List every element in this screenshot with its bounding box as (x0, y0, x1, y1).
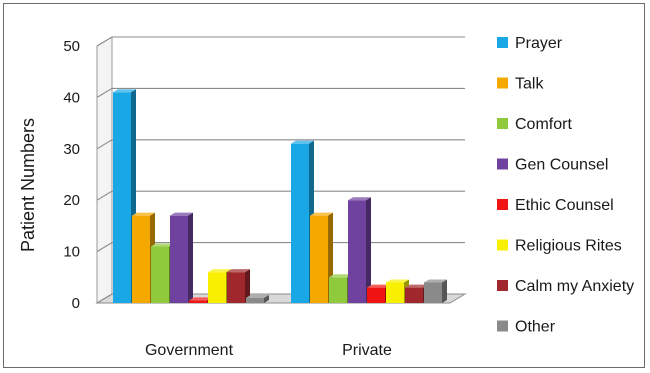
bar-front (246, 297, 264, 303)
legend-swatch (497, 77, 508, 89)
bar-front (405, 287, 423, 303)
x-category-labels: Government Private (145, 342, 392, 359)
bar-front (170, 215, 188, 303)
bar-front (386, 282, 404, 303)
bar-side (442, 279, 447, 303)
y-tick-label: 40 (63, 89, 80, 106)
y-tick-label: 50 (63, 38, 80, 55)
legend-label: Gen Counsel (515, 157, 608, 174)
bar-top (246, 294, 269, 298)
bar-top (151, 243, 174, 247)
bar (246, 294, 269, 303)
bar-front (424, 282, 442, 303)
y-tick-labels: 0 10 20 30 40 50 (63, 38, 80, 312)
bar-side (245, 269, 250, 303)
bar-front (310, 215, 328, 303)
bar-front (208, 272, 226, 303)
y-tick-label: 20 (63, 192, 80, 209)
bar-top (386, 279, 409, 283)
bar-top (291, 140, 314, 144)
bar-front (151, 246, 169, 303)
x-category-label: Private (342, 342, 392, 359)
legend-swatch (497, 239, 508, 251)
y-tick-label: 0 (72, 295, 80, 312)
legend-swatch (497, 320, 508, 332)
bar (170, 212, 193, 303)
legend-label: Religious Rites (515, 238, 622, 255)
bar-top (189, 297, 212, 301)
legend-label: Calm my Anxiety (515, 278, 634, 295)
bar-side (264, 294, 269, 303)
legend-swatch (497, 118, 508, 129)
legend-label: Ethic Counsel (515, 197, 614, 214)
legend: Prayer Talk Comfort Gen Counsel Ethic Counse… (497, 35, 634, 336)
bar-top (329, 274, 352, 278)
gridline (96, 190, 465, 201)
bar (348, 197, 371, 303)
bars (113, 89, 447, 303)
legend-label: Other (515, 319, 556, 336)
bar-top (405, 284, 428, 288)
gridline (96, 36, 465, 47)
side-wall (96, 36, 113, 304)
legend-label: Comfort (515, 116, 572, 133)
bar-top (132, 212, 155, 216)
y-axis-label: Patient Numbers (18, 118, 38, 252)
legend-label: Prayer (515, 35, 563, 52)
bar-top (424, 279, 447, 283)
bar-front (291, 143, 309, 303)
y-tick-label: 30 (63, 141, 80, 158)
bar-front (348, 200, 366, 303)
bar-top (113, 89, 136, 93)
legend-swatch (497, 280, 508, 291)
legend-swatch (497, 158, 508, 170)
gridline (96, 242, 465, 253)
bar-top (170, 212, 193, 216)
legend-label: Talk (515, 76, 544, 93)
bar-top (310, 212, 333, 216)
bar-front (132, 215, 150, 303)
bar-top (367, 284, 390, 288)
bar-side (366, 197, 371, 303)
y-tick-label: 10 (63, 244, 80, 261)
bar (227, 269, 250, 303)
gridlines (96, 36, 465, 304)
bar-front (367, 287, 385, 303)
bar-front (189, 300, 207, 303)
bar-top (227, 269, 250, 273)
gridline (96, 87, 465, 98)
bar-front (227, 272, 245, 303)
x-category-label: Government (145, 342, 234, 359)
bar-side (188, 212, 193, 303)
legend-swatch (497, 199, 508, 210)
bar-front (329, 277, 347, 303)
bar-top (208, 269, 231, 273)
bar (424, 279, 447, 303)
gridline (96, 139, 465, 150)
legend-swatch (497, 37, 508, 48)
bar-front (113, 92, 131, 303)
bar-top (348, 197, 371, 201)
